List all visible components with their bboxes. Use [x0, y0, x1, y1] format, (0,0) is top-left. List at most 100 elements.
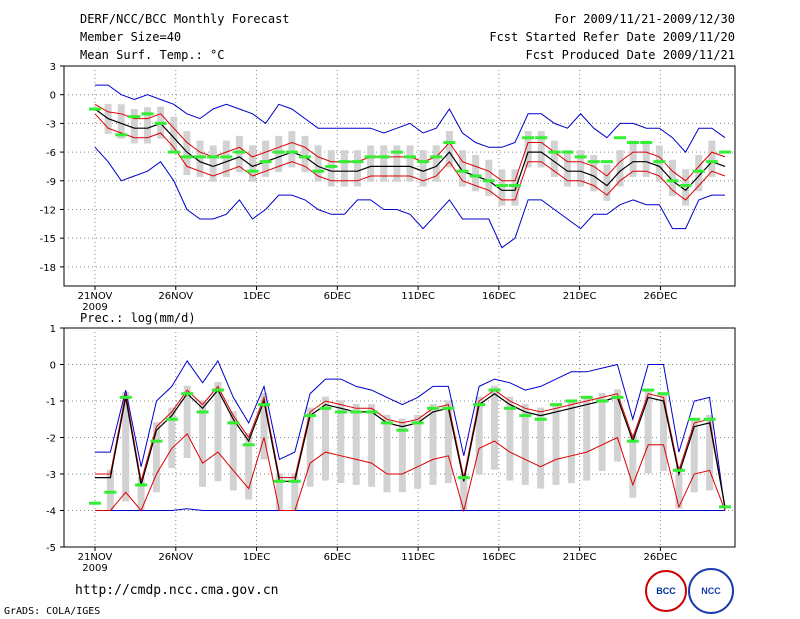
ensemble-box: [629, 433, 637, 498]
y-tick-label: -5: [46, 543, 56, 554]
source-url: http://cmdp.ncc.cma.gov.cn: [75, 583, 279, 598]
observation-marker: [411, 421, 424, 425]
ensemble-box: [130, 109, 138, 144]
ensemble-box: [380, 145, 388, 182]
ensemble-box: [690, 418, 698, 493]
series-ensemble-mean-line: [95, 389, 726, 508]
member-size: Member Size=40: [80, 30, 182, 44]
observation-marker: [703, 417, 716, 421]
x-tick-label: 26DEC: [644, 552, 678, 563]
ensemble-box: [583, 396, 591, 481]
observation-marker: [657, 392, 670, 396]
observation-marker: [679, 184, 692, 188]
observation-marker: [719, 505, 731, 509]
y-tick-label: 1: [50, 324, 56, 335]
y-tick-label: -3: [46, 470, 56, 481]
ensemble-box: [321, 396, 329, 481]
ensemble-box: [675, 465, 683, 509]
observation-marker: [642, 388, 655, 392]
ensemble-box: [168, 407, 176, 469]
y-tick-label: -3: [46, 119, 56, 130]
ensemble-box: [152, 422, 160, 493]
observation-marker: [364, 155, 377, 159]
observation-marker: [519, 414, 532, 418]
observation-marker: [207, 155, 220, 159]
x-tick-label: 11DEC: [401, 552, 435, 563]
ensemble-box: [708, 140, 716, 177]
observation-marker: [273, 479, 286, 483]
ensemble-box: [429, 403, 437, 485]
observation-marker: [141, 112, 154, 116]
observation-marker: [457, 476, 470, 480]
ensemble-box: [337, 400, 345, 484]
observation-marker: [587, 160, 600, 164]
observation-marker: [259, 160, 272, 164]
observation-marker: [227, 421, 240, 425]
observation-marker: [119, 395, 132, 399]
ensemble-box: [354, 150, 361, 187]
observation-marker: [427, 406, 440, 410]
ensemble-box: [552, 403, 560, 485]
observation-marker: [288, 479, 301, 483]
x-tick-label: 26NOV: [158, 291, 193, 302]
ensemble-box: [491, 385, 499, 470]
observation-marker: [443, 141, 456, 145]
ensemble-box: [260, 392, 268, 460]
ensemble-box: [460, 473, 468, 511]
refer-date: Fcst Started Refer Date 2009/11/20: [489, 30, 735, 44]
x-tick-label: 21NOV: [78, 552, 113, 563]
observation-marker: [627, 141, 640, 145]
observation-marker: [692, 169, 705, 173]
ensemble-box: [616, 150, 624, 187]
ensemble-box: [291, 473, 299, 511]
ensemble-box: [506, 396, 514, 481]
ensemble-box: [196, 140, 204, 177]
y-tick-label: -4: [46, 507, 56, 518]
observation-marker: [509, 184, 521, 188]
ensemble-box: [183, 385, 191, 458]
ensemble-box: [459, 150, 466, 187]
observation-marker: [135, 483, 148, 487]
precip-label: Prec.: log(mm/d): [80, 311, 196, 325]
observation-marker: [115, 133, 128, 137]
ensemble-box: [235, 135, 243, 173]
observation-marker: [194, 155, 206, 159]
ensemble-box: [644, 389, 652, 474]
observation-marker: [150, 439, 163, 443]
observation-marker: [365, 410, 378, 414]
chart-title: DERF/NCC/BCC Monthly Forecast: [80, 12, 290, 26]
produced-date: Fcst Produced Date 2009/11/21: [525, 48, 735, 62]
observation-marker: [258, 403, 271, 407]
observation-marker: [319, 406, 332, 410]
observation-marker: [580, 395, 593, 399]
y-tick-label: -18: [40, 263, 56, 274]
observation-marker: [338, 160, 351, 164]
observation-marker: [561, 150, 574, 154]
observation-marker: [89, 501, 101, 505]
y-tick-label: 0: [50, 361, 56, 372]
observation-marker: [503, 406, 516, 410]
forecast-period: For 2009/11/21-2009/12/30: [554, 12, 735, 26]
ensemble-box: [524, 131, 532, 168]
observation-marker: [350, 410, 363, 414]
observation-marker: [600, 160, 613, 164]
series-ensemble-mean-line: [94, 108, 726, 192]
series-maximum-line: [95, 359, 726, 511]
observation-marker: [246, 169, 259, 173]
plot-frame: [63, 65, 736, 287]
observation-marker: [596, 399, 609, 403]
x-tick-label: 21DEC: [563, 552, 597, 563]
observation-marker: [522, 136, 535, 140]
ensemble-box: [209, 145, 217, 182]
ensemble-box: [669, 159, 676, 197]
ensemble-box: [564, 150, 571, 187]
ensemble-box: [629, 140, 637, 177]
observation-marker: [456, 169, 469, 173]
observation-marker: [417, 160, 430, 164]
ensemble-box: [222, 140, 230, 177]
ensemble-box: [122, 391, 130, 502]
x-tick-label: 11DEC: [401, 291, 435, 302]
ensemble-box: [383, 414, 391, 493]
ensemble-box: [368, 403, 376, 487]
